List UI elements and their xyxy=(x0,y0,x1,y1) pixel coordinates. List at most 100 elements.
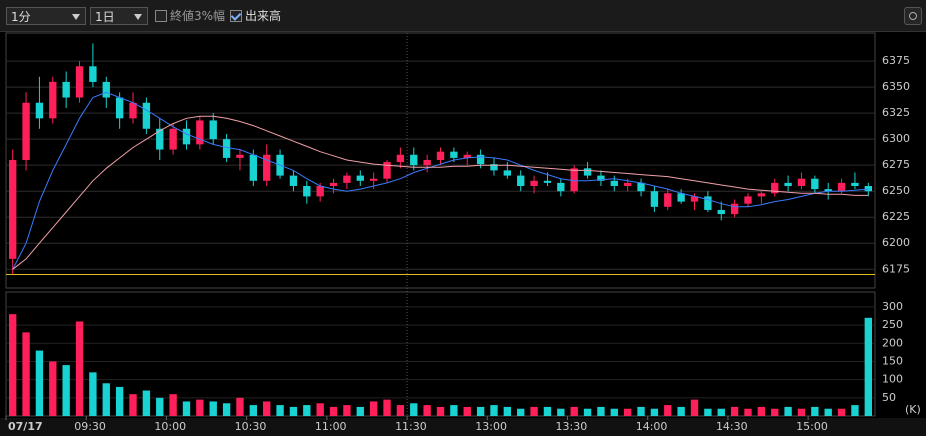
volume-tick-label: 150 xyxy=(882,354,903,367)
volume-bar xyxy=(276,405,284,416)
volume-tick-label: 250 xyxy=(882,318,903,331)
y-tick-label: 6250 xyxy=(882,184,910,197)
candle-body xyxy=(583,168,592,176)
y-tick-label: 6325 xyxy=(882,106,910,119)
volume-bar xyxy=(369,401,378,416)
candle-body xyxy=(115,97,124,119)
candle-body xyxy=(664,193,672,207)
volume-bar xyxy=(610,408,618,416)
volume-bar xyxy=(129,394,137,416)
candle-body xyxy=(543,180,552,183)
volume-bar xyxy=(811,406,819,416)
candle-body xyxy=(851,182,859,186)
volume-bar xyxy=(623,408,632,416)
candle-body xyxy=(637,182,645,192)
volume-tick-label: 50 xyxy=(882,391,896,404)
candle-body xyxy=(757,193,766,197)
y-tick-label: 6275 xyxy=(882,158,910,171)
x-tick-label: 14:30 xyxy=(716,420,748,433)
x-tick-label: 11:30 xyxy=(395,420,427,433)
x-tick-label: 14:00 xyxy=(636,420,668,433)
candle-body xyxy=(811,178,819,190)
volume-bar xyxy=(196,399,204,416)
volume-bar xyxy=(436,406,445,416)
x-tick-label: 13:00 xyxy=(475,420,507,433)
candle-body xyxy=(677,193,685,202)
volume-bar xyxy=(142,390,151,416)
x-tick-label: 10:00 xyxy=(154,420,186,433)
candle-body xyxy=(744,196,752,204)
candle-body xyxy=(717,209,725,215)
candle-body xyxy=(623,182,632,186)
volume-bar xyxy=(771,408,779,416)
volume-bar xyxy=(570,406,578,416)
volume-bar xyxy=(89,372,97,416)
candle-body xyxy=(704,196,712,210)
y-tick-label: 6375 xyxy=(882,54,910,67)
volume-bar xyxy=(62,365,70,416)
candle-body xyxy=(316,186,324,197)
candle-body xyxy=(209,120,217,140)
volume-bar xyxy=(583,408,592,416)
candle-body xyxy=(75,66,84,98)
candle-body xyxy=(610,180,618,186)
volume-bar xyxy=(303,405,311,416)
volume-bar xyxy=(543,406,552,416)
candle-body xyxy=(236,154,244,158)
moving-average xyxy=(12,91,869,270)
option-checkbox[interactable]: 終値3%幅 xyxy=(155,8,225,24)
volume-bar xyxy=(864,317,872,416)
volume-bar xyxy=(450,405,458,416)
volume-bar xyxy=(597,406,605,416)
volume-bar xyxy=(730,406,739,416)
volume-tick-label: 200 xyxy=(882,336,903,349)
volume-bar xyxy=(316,403,324,416)
volume-bar xyxy=(22,332,30,416)
option-checkbox[interactable]: 出来高 xyxy=(230,8,281,24)
candle-body xyxy=(156,128,164,150)
volume-bar xyxy=(717,408,725,416)
volume-bar xyxy=(329,406,338,416)
candle-body xyxy=(730,203,739,215)
candle-body xyxy=(423,159,431,166)
volume-bar xyxy=(75,321,84,416)
volume-bar xyxy=(49,361,57,416)
volume-bar xyxy=(423,405,431,416)
volume-bar xyxy=(410,403,418,416)
candle-body xyxy=(450,151,458,158)
candle-body xyxy=(222,139,231,158)
x-tick-label: 13:30 xyxy=(556,420,588,433)
candle-body xyxy=(410,154,418,166)
volume-bar xyxy=(557,408,565,416)
candle-body xyxy=(9,159,17,259)
candle-body xyxy=(169,128,177,150)
candle-body xyxy=(89,66,97,82)
period-select[interactable]: 1日 xyxy=(90,7,148,25)
candle-body xyxy=(771,182,779,194)
candle-body xyxy=(329,182,338,186)
volume-bar xyxy=(503,406,512,416)
price-panel xyxy=(5,32,876,289)
candle-body xyxy=(289,175,298,186)
volume-bar xyxy=(9,314,17,416)
candle-body xyxy=(503,170,512,176)
volume-bar xyxy=(690,399,699,416)
volume-tick-label: 300 xyxy=(882,300,903,313)
candle-body xyxy=(343,175,351,183)
volume-bar xyxy=(236,397,244,416)
candle-body xyxy=(396,154,405,163)
candle-body xyxy=(49,81,57,119)
y-tick-label: 6200 xyxy=(882,236,910,249)
volume-bar xyxy=(383,399,391,416)
volume-bar xyxy=(837,408,846,416)
candle-body xyxy=(22,102,30,160)
y-tick-label: 6350 xyxy=(882,80,910,93)
settings-button[interactable] xyxy=(904,7,922,25)
volume-bar xyxy=(757,406,766,416)
interval-select[interactable]: 1分 xyxy=(6,7,86,25)
candle-body xyxy=(182,128,191,145)
volume-unit: (K) xyxy=(905,403,921,416)
x-tick-label: 11:00 xyxy=(315,420,347,433)
candle-body xyxy=(797,178,806,186)
candle-body xyxy=(837,182,846,192)
